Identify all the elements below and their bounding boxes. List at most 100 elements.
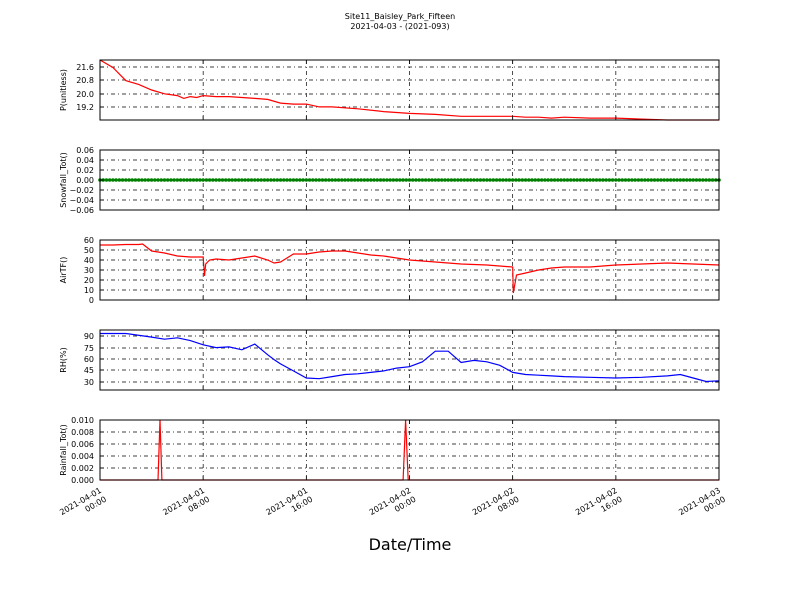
data-point (652, 178, 657, 182)
data-point (439, 178, 444, 182)
data-point (462, 178, 467, 182)
data-point (188, 178, 193, 182)
data-point (336, 178, 341, 182)
data-point (304, 178, 309, 182)
data-point (494, 178, 499, 182)
data-point (369, 178, 373, 182)
data-point (491, 178, 496, 182)
y-tick-label: 30 (84, 378, 94, 387)
data-point (111, 178, 115, 182)
y-tick-label: 0.02 (76, 166, 94, 175)
data-point (272, 178, 276, 182)
data-point (281, 178, 286, 182)
data-point (269, 178, 273, 182)
data-point (391, 178, 396, 182)
data-point (585, 178, 589, 182)
data-point (246, 178, 251, 182)
data-point (565, 178, 570, 182)
data-point (472, 178, 476, 182)
y-tick-label: −0.06 (69, 206, 94, 215)
data-point (223, 178, 228, 182)
data-point (214, 178, 218, 182)
data-point (394, 178, 399, 182)
data-point (643, 178, 647, 182)
data-point (227, 178, 231, 182)
data-point (278, 178, 283, 182)
data-point (507, 178, 512, 182)
data-point (352, 178, 357, 182)
data-point (133, 178, 138, 182)
data-point (417, 178, 421, 182)
data-point (633, 178, 637, 182)
data-point (504, 178, 509, 182)
data-point (140, 178, 144, 182)
y-tick-label: 0 (89, 296, 94, 305)
data-point (694, 178, 699, 182)
data-point (659, 178, 663, 182)
x-tick-label: 2021-04-0108:00 (161, 486, 211, 526)
data-point (710, 178, 715, 182)
data-point (649, 178, 654, 182)
data-point (172, 178, 176, 182)
y-tick-label: 0.000 (71, 476, 94, 485)
y-tick-label: 0.04 (76, 156, 94, 165)
data-point (465, 178, 470, 182)
data-point (678, 178, 683, 182)
data-point (559, 178, 563, 182)
data-point (456, 178, 460, 182)
y-tick-label: 45 (84, 366, 94, 375)
data-point (610, 178, 615, 182)
data-point (475, 178, 480, 182)
data-point (510, 178, 515, 182)
data-point (630, 178, 634, 182)
y-tick-label: 30 (84, 266, 94, 275)
data-point (175, 178, 180, 182)
data-point (636, 178, 641, 182)
data-point (662, 178, 666, 182)
data-point (614, 178, 618, 182)
data-point (327, 178, 331, 182)
data-point (517, 178, 521, 182)
data-point (398, 178, 402, 182)
data-point (497, 178, 502, 182)
y-axis-label: Snowfall_Tot() (59, 152, 68, 208)
data-point (427, 178, 431, 182)
y-tick-label: 75 (84, 344, 94, 353)
data-point (114, 178, 118, 182)
data-point (243, 178, 247, 182)
data-point (481, 178, 486, 182)
data-point (130, 178, 135, 182)
data-point (201, 178, 205, 182)
data-point (514, 178, 518, 182)
data-point (343, 178, 347, 182)
data-point (530, 178, 534, 182)
y-tick-label: 0.008 (71, 428, 94, 437)
data-point (488, 178, 492, 182)
data-point (623, 178, 628, 182)
data-point (339, 178, 344, 182)
data-point (601, 178, 605, 182)
data-point (672, 178, 676, 182)
data-point (581, 178, 586, 182)
data-point (153, 178, 157, 182)
data-point (230, 178, 234, 182)
data-point (259, 178, 263, 182)
x-tick-label: 2021-04-0200:00 (368, 486, 418, 526)
data-point (378, 178, 383, 182)
data-point (707, 178, 712, 182)
data-point (572, 178, 576, 182)
data-point (156, 178, 160, 182)
data-point (459, 178, 463, 182)
data-point (562, 178, 567, 182)
data-point (236, 178, 241, 182)
data-point (410, 178, 415, 182)
data-point (117, 178, 122, 182)
data-point (523, 178, 528, 182)
y-tick-label: 0.002 (71, 464, 94, 473)
data-point (668, 178, 673, 182)
y-tick-label: 20.8 (76, 76, 94, 85)
data-point (107, 178, 112, 182)
data-point (291, 178, 296, 182)
